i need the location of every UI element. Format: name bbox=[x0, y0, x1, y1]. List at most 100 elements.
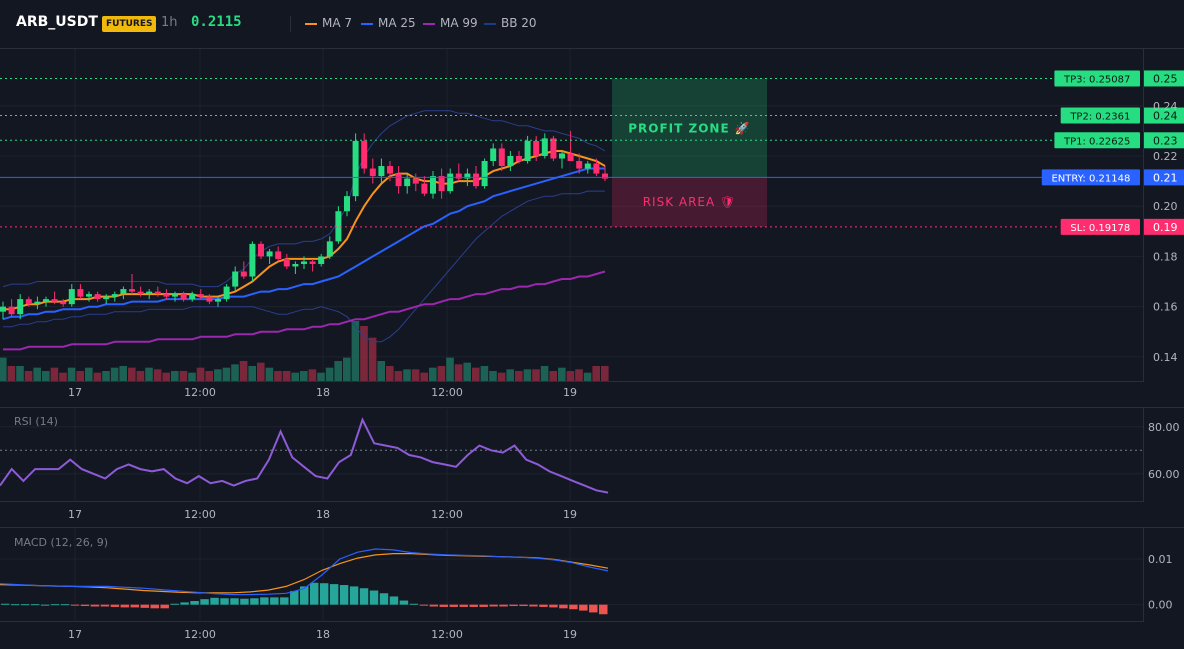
volume-bars bbox=[0, 321, 609, 381]
macd-histogram-bar bbox=[319, 583, 329, 605]
volume-bar bbox=[558, 367, 566, 381]
candle-body bbox=[25, 299, 32, 305]
legend-bb20[interactable]: BB 20 bbox=[484, 16, 537, 30]
candle-body bbox=[283, 258, 290, 267]
candle-body bbox=[516, 155, 522, 162]
candle-body bbox=[576, 161, 583, 169]
legend-bb20-swatch bbox=[484, 22, 496, 25]
candle-body bbox=[559, 153, 565, 159]
volume-bar bbox=[386, 366, 394, 381]
candle-body bbox=[51, 299, 58, 302]
legend-ma7[interactable]: MA 7 bbox=[305, 16, 352, 30]
candle-body bbox=[163, 294, 170, 297]
volume-bar bbox=[540, 366, 549, 381]
macd-histogram-bar bbox=[459, 604, 468, 607]
candle-body bbox=[266, 251, 273, 257]
macd-histogram-bar bbox=[539, 604, 548, 607]
legend-ma25[interactable]: MA 25 bbox=[361, 16, 416, 30]
time-tick-label-2-0: 17 bbox=[68, 628, 82, 641]
volume-bar bbox=[592, 366, 600, 381]
bb-lower-line bbox=[3, 190, 605, 343]
profit-zone bbox=[612, 78, 767, 178]
candle-body bbox=[473, 173, 479, 187]
macd-histogram-bar bbox=[399, 600, 409, 605]
entry-level-tag bbox=[1041, 169, 1140, 186]
macd-histogram-bar bbox=[479, 604, 488, 607]
time-tick-label-0-4: 19 bbox=[563, 386, 577, 399]
candle-body bbox=[60, 301, 67, 305]
macd-histogram-bar bbox=[50, 604, 60, 606]
volume-bar bbox=[575, 369, 583, 381]
candle-body bbox=[77, 289, 84, 297]
candle-body bbox=[326, 241, 333, 257]
candle-body bbox=[498, 148, 505, 167]
legend-ma99[interactable]: MA 99 bbox=[423, 16, 478, 30]
rsi-line bbox=[0, 417, 609, 494]
macd-histogram-bar bbox=[240, 598, 249, 605]
tp1-axis-tag bbox=[1144, 132, 1184, 149]
volume-bar bbox=[85, 367, 93, 381]
macd-histogram-bar bbox=[40, 604, 50, 606]
rsi-title: RSI (14) bbox=[14, 415, 58, 428]
candle-body bbox=[172, 294, 178, 297]
volume-bar bbox=[325, 367, 334, 381]
candle-body bbox=[507, 155, 514, 167]
candle-body bbox=[369, 168, 376, 177]
macd-histogram-bar bbox=[439, 604, 449, 607]
macd-histogram-bar bbox=[10, 604, 20, 606]
bb-upper-line bbox=[2, 110, 606, 288]
candle-body bbox=[17, 299, 24, 315]
candle-body bbox=[146, 291, 153, 295]
candle-body bbox=[481, 161, 488, 187]
legend-ma7-label: MA 7 bbox=[322, 16, 353, 30]
macd-histogram-bar bbox=[369, 590, 379, 605]
candle-body bbox=[223, 286, 230, 300]
volume-bar bbox=[239, 361, 248, 381]
trade-zones: PROFIT ZONE 🚀 RISK AREA 🛡 bbox=[612, 78, 767, 227]
price-axis[interactable]: 0.14 0.16 0.18 0.20 0.22 0.24 bbox=[1153, 100, 1178, 364]
candle-body bbox=[464, 173, 471, 179]
volume-bar bbox=[145, 367, 153, 381]
price-tick-label-3: 0.20 bbox=[1153, 200, 1178, 213]
macd-histogram-bar bbox=[210, 597, 219, 605]
candle-body bbox=[438, 176, 445, 192]
timeframe-selector[interactable]: 1h bbox=[161, 15, 178, 30]
candle-body bbox=[197, 294, 204, 297]
candle-body bbox=[412, 178, 419, 184]
macd-pane: 0.00 0.01 bbox=[0, 548, 1173, 615]
price-tick-label-0: 0.14 bbox=[1153, 351, 1178, 364]
tp3-axis-tag bbox=[1144, 70, 1184, 87]
macd-histogram-bar bbox=[130, 604, 140, 608]
volume-bar bbox=[265, 367, 274, 381]
macd-histogram-bar bbox=[150, 604, 159, 609]
volume-bar bbox=[119, 366, 127, 381]
candle-body bbox=[533, 140, 540, 156]
header-divider bbox=[290, 16, 291, 32]
rsi-pane: 60.00 80.00 bbox=[0, 417, 1180, 494]
sl-axis-tag bbox=[1144, 218, 1184, 235]
candle-body bbox=[318, 256, 325, 264]
symbol-name[interactable]: ARB_USDT bbox=[16, 14, 98, 30]
legend-ma7-swatch bbox=[305, 22, 317, 25]
volume-bar bbox=[196, 367, 205, 381]
candle-body bbox=[8, 306, 15, 315]
time-tick-label-1-4: 19 bbox=[563, 508, 577, 521]
candle-body bbox=[292, 263, 299, 267]
volume-bar bbox=[282, 371, 291, 381]
time-tick-label-1-3: 12:00 bbox=[431, 508, 463, 521]
macd-histogram-bar bbox=[509, 604, 518, 607]
macd-histogram-bar bbox=[1, 603, 10, 605]
macd-histogram-bar bbox=[160, 604, 169, 609]
legend-ma99-label: MA 99 bbox=[440, 16, 478, 30]
candle-body bbox=[541, 138, 548, 156]
volume-bar bbox=[188, 372, 196, 381]
time-tick-label-0-2: 18 bbox=[316, 386, 330, 399]
legend-ma25-label: MA 25 bbox=[378, 16, 416, 30]
volume-bar bbox=[291, 372, 299, 381]
macd-histogram-bar bbox=[70, 604, 80, 606]
volume-bar bbox=[480, 366, 489, 381]
candle-body bbox=[43, 299, 49, 302]
volume-bar bbox=[7, 366, 16, 381]
tp1-axis-label: 0.23 bbox=[1153, 134, 1178, 147]
